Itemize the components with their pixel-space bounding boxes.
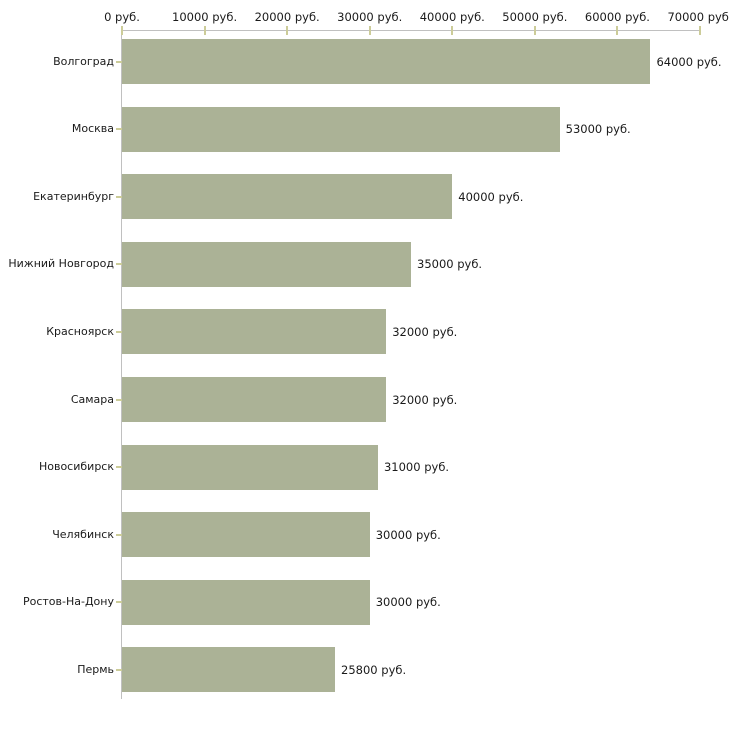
bar xyxy=(122,647,336,693)
y-tick-mark xyxy=(116,128,122,131)
x-tick-mark xyxy=(533,26,536,35)
x-tick-label: 20000 руб. xyxy=(254,10,320,24)
value-label: 53000 руб. xyxy=(565,122,631,137)
bar xyxy=(122,512,370,558)
x-tick-label: 70000 руб. xyxy=(667,10,730,24)
category-label: Красноярск xyxy=(46,324,114,338)
y-tick-mark xyxy=(116,466,122,469)
value-label: 40000 руб. xyxy=(458,189,524,204)
bar xyxy=(122,444,378,490)
value-label: 30000 руб. xyxy=(375,595,441,610)
bar xyxy=(122,579,370,625)
x-tick-mark xyxy=(699,26,701,35)
x-tick-mark xyxy=(203,26,206,35)
bar xyxy=(122,309,387,355)
x-tick-mark xyxy=(286,26,289,35)
category-label: Самара xyxy=(70,392,114,406)
y-tick-mark xyxy=(116,263,122,266)
y-axis-line xyxy=(121,30,122,699)
category-label: Москва xyxy=(71,122,114,136)
x-tick-mark xyxy=(451,26,454,35)
value-label: 30000 руб. xyxy=(375,527,441,542)
category-label: Ростов-На-Дону xyxy=(22,595,114,609)
value-label: 32000 руб. xyxy=(392,392,458,407)
y-tick-mark xyxy=(116,668,122,671)
x-tick-label: 50000 руб. xyxy=(502,10,568,24)
x-tick-mark xyxy=(121,26,123,35)
bar xyxy=(122,377,387,422)
y-tick-mark xyxy=(116,601,122,604)
x-tick-mark xyxy=(368,26,371,35)
x-tick-label: 60000 руб. xyxy=(584,10,650,24)
x-tick-label: 10000 руб. xyxy=(172,10,238,24)
value-label: 32000 руб. xyxy=(392,324,458,339)
category-label: Пермь xyxy=(77,662,114,676)
bar xyxy=(122,106,560,152)
y-tick-mark xyxy=(116,398,122,401)
category-label: Новосибирск xyxy=(38,460,114,474)
bar xyxy=(122,174,453,220)
value-label: 64000 руб. xyxy=(656,54,722,69)
value-label: 35000 руб. xyxy=(417,257,483,272)
x-tick-label: 0 руб. xyxy=(104,10,140,24)
category-label: Волгоград xyxy=(53,54,114,68)
y-tick-mark xyxy=(116,195,122,198)
category-label: Нижний Новгород xyxy=(8,257,114,271)
y-tick-mark xyxy=(116,60,122,63)
value-label: 25800 руб. xyxy=(341,662,407,677)
x-tick-mark xyxy=(616,26,619,35)
bar xyxy=(122,241,411,287)
category-label: Екатеринбург xyxy=(33,189,114,203)
x-axis-line xyxy=(122,30,701,31)
x-tick-label: 40000 руб. xyxy=(419,10,485,24)
x-tick-label: 30000 руб. xyxy=(337,10,403,24)
bar xyxy=(122,39,651,84)
y-tick-mark xyxy=(116,533,122,536)
category-label: Челябинск xyxy=(52,527,114,541)
value-label: 31000 руб. xyxy=(383,460,450,475)
y-tick-mark xyxy=(116,330,122,333)
